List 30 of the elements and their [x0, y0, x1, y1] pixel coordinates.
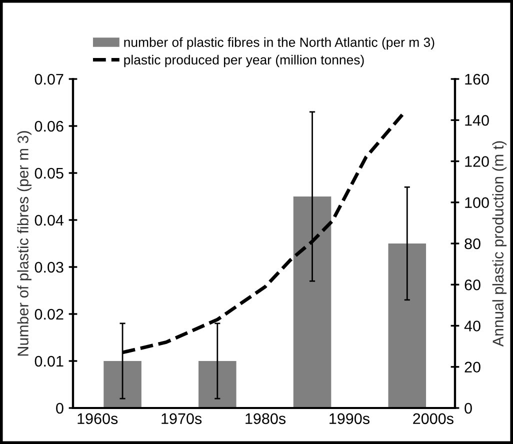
x-tick-label: 1980s	[246, 413, 286, 424]
y2-tick-label: 0	[464, 402, 472, 414]
x-tick-label: 1960s	[78, 413, 118, 424]
x-tick-label: 2000s	[413, 413, 454, 424]
y2-tick-label: 120	[465, 156, 489, 167]
bar	[198, 361, 236, 408]
y2-tick-label: 100	[465, 197, 489, 208]
y2-tick-label: 140	[465, 114, 489, 126]
y2-tick-label: 60	[464, 279, 480, 290]
bar	[293, 196, 332, 408]
y2-axis-title: Annual plastic production (m t)	[492, 141, 507, 347]
y-tick-label: 0.06	[34, 120, 64, 132]
y-tick-label: 0.03	[34, 262, 64, 273]
y-tick-label: 0.05	[34, 168, 64, 179]
y-tick-label: 0.01	[34, 356, 64, 367]
y2-tick-label: 80	[464, 238, 480, 250]
y2-tick-label: 160	[465, 74, 489, 85]
legend-label: number of plastic fibres in the North Atlantic (per m 3)	[124, 37, 434, 50]
y-tick-label: 0.04	[34, 214, 64, 226]
y2-tick-label: 40	[464, 320, 480, 332]
y-tick-label: 0	[56, 402, 64, 414]
bar	[104, 361, 142, 408]
y-tick-label: 0.07	[34, 74, 64, 85]
bar	[388, 244, 426, 408]
legend-label: plastic produced per year (million tonnes)	[124, 54, 364, 68]
x-tick-label: 1970s	[162, 413, 202, 424]
y-tick-label: 0.02	[34, 308, 64, 320]
y-axis-title: Number of plastic fibres (per m 3)	[17, 131, 32, 356]
x-tick-label: 1990s	[330, 413, 370, 424]
y2-tick-label: 20	[464, 362, 480, 373]
